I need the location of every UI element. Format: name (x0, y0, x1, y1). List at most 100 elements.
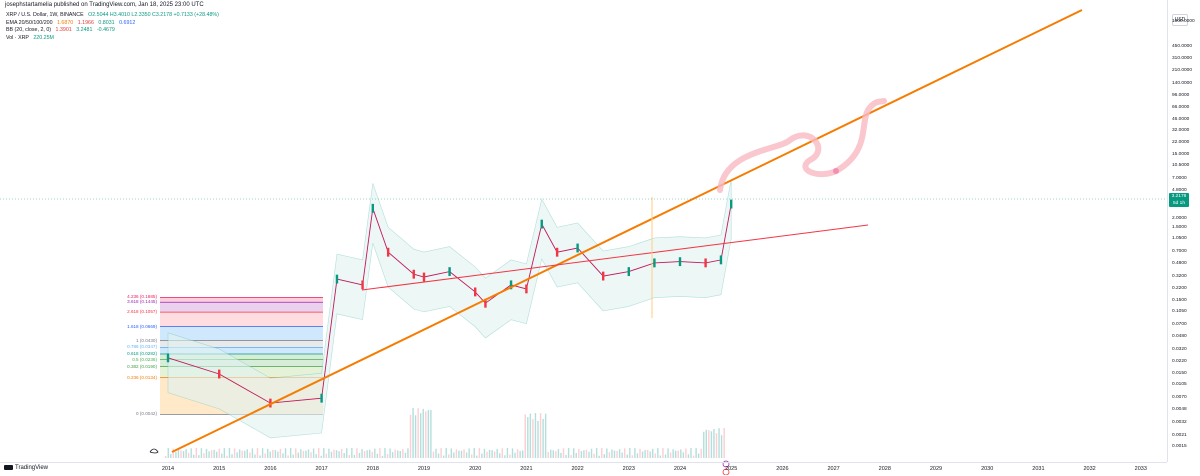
volume-bar-175 (611, 449, 613, 458)
candle-5 (361, 280, 364, 290)
volume-bar-77 (361, 449, 363, 458)
year-label: 2031 (1032, 466, 1045, 472)
price-label: 96.0000 (1172, 93, 1190, 99)
volume-bar-39 (264, 453, 266, 458)
year-label: 2023 (622, 466, 635, 472)
candle-22 (704, 258, 707, 268)
year-label: 2019 (417, 466, 431, 472)
red-trendline (361, 224, 869, 291)
volume-bar-137 (514, 452, 516, 458)
price-label: 0.1050 (1172, 309, 1187, 315)
volume-bar-162 (578, 449, 580, 458)
candle-20 (653, 258, 656, 268)
volume-bar-34 (251, 448, 254, 458)
volume-bar-133 (504, 455, 506, 458)
tradingview-brand: TradingView (15, 465, 49, 472)
volume-bar-33 (249, 452, 251, 458)
volume-bar-159 (570, 455, 572, 458)
volume-bar-156 (562, 448, 565, 458)
volume-bar-122 (476, 455, 478, 458)
volume-bar-152 (552, 450, 554, 458)
volume-bar-58 (312, 448, 315, 458)
price-label: 2.0000 (1172, 215, 1187, 221)
ema-value-3: 0.8031 (98, 19, 115, 26)
volume-bar-57 (310, 452, 312, 458)
volume-bar-188 (644, 450, 646, 458)
volume-bar-94 (404, 452, 407, 458)
volume-bar-181 (626, 454, 628, 458)
year-label: 2028 (878, 466, 891, 472)
chart-legend: XRP / U.S. Dollar, 1W, BINANCE O2.5044 H… (6, 12, 219, 42)
volume-bar-132 (501, 448, 503, 458)
volume-bar-70 (343, 453, 345, 458)
volume-bar-194 (659, 455, 662, 458)
price-axis[interactable] (1167, 0, 1200, 462)
volume-bar-72 (348, 455, 350, 458)
fib-label-2: 2.618 (0.1057) (127, 309, 157, 315)
legend-ema-row[interactable]: EMA 20/50/100/200 1.6870 1.1966 0.8031 0… (6, 20, 219, 28)
volume-bar-96 (409, 414, 412, 458)
fib-label-6: 0.618 (0.0282) (127, 351, 157, 357)
volume-bar-168 (593, 453, 595, 458)
volume-bar-98 (414, 415, 417, 458)
volume-bar-213 (708, 430, 710, 458)
fib-zone-0 (160, 297, 323, 303)
orange-trendline (171, 9, 1083, 453)
time-axis[interactable] (0, 462, 1167, 476)
volume-bar-55 (305, 450, 307, 458)
volume-bar-17 (208, 451, 210, 458)
last-price-tag: 3.2178 5d 1h (1169, 193, 1189, 207)
fib-label-7: 0.5 (0.0236) (132, 356, 157, 362)
price-label: 0.4800 (1172, 261, 1187, 267)
volume-bar-97 (412, 408, 414, 458)
volume-bar-41 (269, 451, 271, 458)
tradingview-logo[interactable]: TradingView (4, 465, 48, 471)
volume-bar-32 (246, 449, 248, 458)
price-label: 66.0000 (1172, 105, 1190, 111)
volume-bar-71 (346, 448, 348, 458)
volume-bar-218 (720, 435, 723, 458)
fib-zone-1 (160, 302, 323, 313)
volume-bar-101 (422, 408, 424, 458)
price-label: 0.0048 (1172, 407, 1187, 413)
candle-2 (269, 398, 272, 408)
volume-bar-110 (445, 448, 447, 458)
volume-bar-127 (488, 449, 491, 458)
price-label: 450.0000 (1172, 44, 1193, 50)
volume-bar-78 (363, 451, 366, 458)
candle-11 (474, 287, 477, 297)
volume-bar-157 (565, 454, 567, 458)
tradingview-mark-icon (4, 465, 13, 470)
volume-bar-182 (629, 448, 631, 458)
volume-bar-2 (170, 453, 172, 458)
fib-label-1: 3.618 (0.1445) (127, 299, 157, 305)
candle-12 (484, 298, 487, 308)
volume-bar-116 (460, 450, 463, 458)
currency-badge[interactable]: USD (1172, 14, 1188, 26)
volume-bar-76 (358, 452, 361, 458)
legend-symbol-row[interactable]: XRP / U.S. Dollar, 1W, BINANCE O2.5044 H… (6, 12, 219, 20)
volume-bar-66 (333, 449, 335, 458)
year-label: 2015 (213, 466, 226, 472)
volume-bar-154 (557, 449, 560, 458)
candle-18 (602, 271, 605, 281)
year-label: 2020 (469, 466, 482, 472)
volume-bar-6 (180, 450, 182, 458)
fib-label-0: 4.236 (0.1685) (127, 294, 157, 300)
legend-vol-row[interactable]: Vol · XRP 220.25M (6, 35, 219, 43)
volume-bar-128 (491, 450, 493, 458)
volume-bar-119 (468, 448, 470, 458)
price-label: 1000.0000 (1172, 19, 1195, 24)
volume-bar-104 (430, 409, 432, 458)
legend-bb-row[interactable]: BB (20, close, 2, 0) 1.3901 3.2481 -0.46… (6, 27, 219, 35)
volume-bar-38 (261, 448, 264, 458)
volume-bar-166 (588, 451, 590, 458)
volume-bar-20 (216, 451, 218, 458)
volume-bar-206 (690, 448, 692, 458)
volume-bar-170 (598, 455, 600, 458)
volume-bar-37 (259, 455, 261, 458)
price-label: 310.0000 (1172, 56, 1193, 62)
volume-bar-164 (583, 450, 585, 458)
volume-bar-135 (509, 454, 511, 458)
